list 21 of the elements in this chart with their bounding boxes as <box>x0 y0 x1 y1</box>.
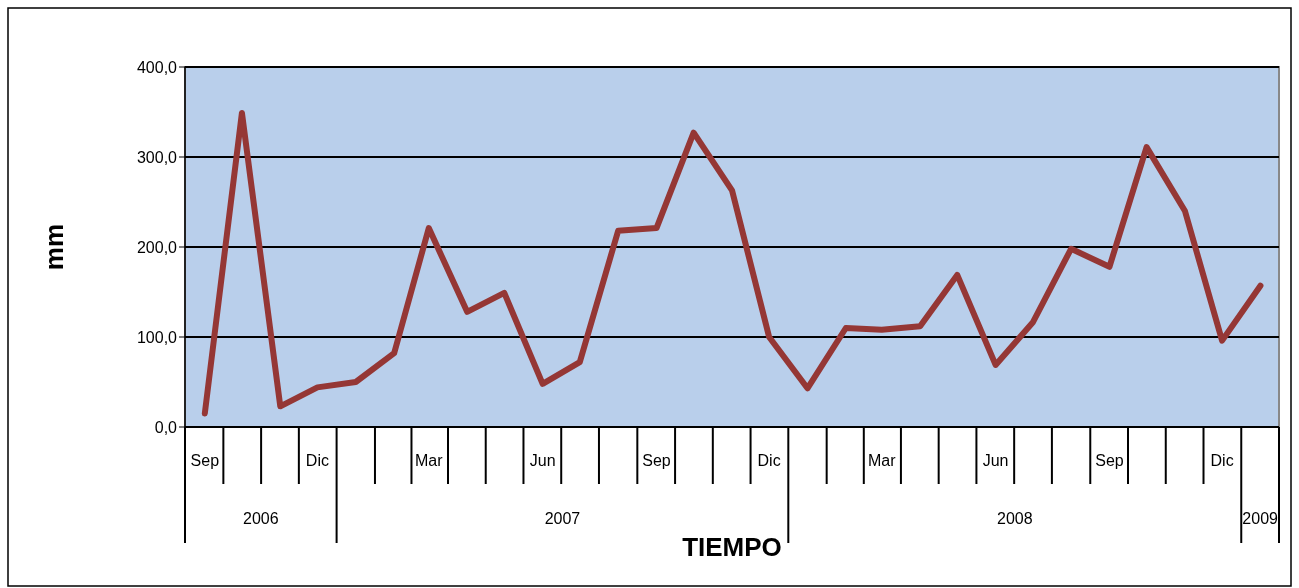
y-tick-label: 100,0 <box>136 328 178 346</box>
x-tick-label: Mar <box>415 452 444 469</box>
x-tick-label: Jun <box>529 452 556 469</box>
y-axis-title: mm <box>39 223 70 271</box>
text: 2006 <box>243 510 279 527</box>
x-tick-label: Dic <box>305 452 329 469</box>
text: 2008 <box>996 510 1033 527</box>
x-tick-label: Dic <box>1210 452 1234 469</box>
x-tick-label: Jun <box>982 452 1009 469</box>
y-tick-label: 400,0 <box>136 58 178 76</box>
x-tick-label: Sep <box>642 452 671 469</box>
x-tick-label: Sep <box>1095 452 1124 469</box>
x-tick-label: Mar <box>867 452 897 469</box>
x-tick-label: Sep <box>190 452 220 469</box>
y-tick-label: 300,0 <box>136 148 178 166</box>
text: 2009 <box>1242 510 1279 527</box>
y-tick-label: 0,0 <box>154 418 178 436</box>
x-axis-title: TIEMPO <box>682 532 782 562</box>
text: 2007 <box>544 510 581 527</box>
x-tick-label: Dic <box>757 452 781 469</box>
y-tick-label: 200,0 <box>136 238 178 256</box>
